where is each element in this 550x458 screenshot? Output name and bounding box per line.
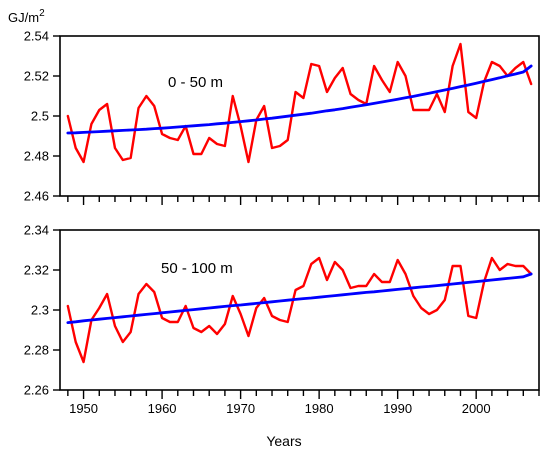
unit-label: GJ/m2 [8,8,45,25]
y-tick-label: 2.32 [24,263,49,278]
y-tick-label: 2.26 [24,383,49,398]
y-tick-label: 2.3 [31,303,49,318]
panel-bottom-label: 50 - 100 m [161,260,233,277]
chart-panel-bottom: 2.26 2.28 2.3 2.32 2.34 50 - 100 m [24,223,540,399]
panel-top-frame [59,35,540,197]
x-axis-title: Years [266,433,301,449]
y-tick-label: 2.48 [24,149,49,164]
panel-bottom-ticks: 2.26 2.28 2.3 2.32 2.34 [24,223,540,399]
x-axis-labels: 1950 1960 1970 1980 1990 2000 [69,401,491,416]
y-tick-label: 2.54 [24,29,49,44]
y-tick-label: 2.34 [24,223,49,238]
panel-top-series [66,42,533,164]
chart-panel-top: 2.46 2.48 2.5 2.52 2.54 0 - 50 m [24,29,540,205]
x-tick-label: 2000 [462,401,491,416]
panel-top-ticks: 2.46 2.48 2.5 2.52 2.54 [24,29,540,205]
trend-line-blue [66,272,533,325]
trend-line-blue [66,64,533,135]
y-tick-label: 2.46 [24,189,49,204]
y-tick-label: 2.5 [31,109,49,124]
x-tick-label: 1970 [226,401,255,416]
x-tick-label: 1950 [69,401,98,416]
y-tick-label: 2.52 [24,69,49,84]
panel-bottom-frame [59,229,540,391]
x-tick-label: 1990 [383,401,412,416]
x-tick-label: 1980 [305,401,334,416]
series-line-red [66,42,533,164]
y-tick-label: 2.28 [24,343,49,358]
x-tick-label: 1960 [148,401,177,416]
panel-bottom-series [66,256,533,364]
panel-top-label: 0 - 50 m [168,74,223,91]
series-line-red [66,256,533,364]
